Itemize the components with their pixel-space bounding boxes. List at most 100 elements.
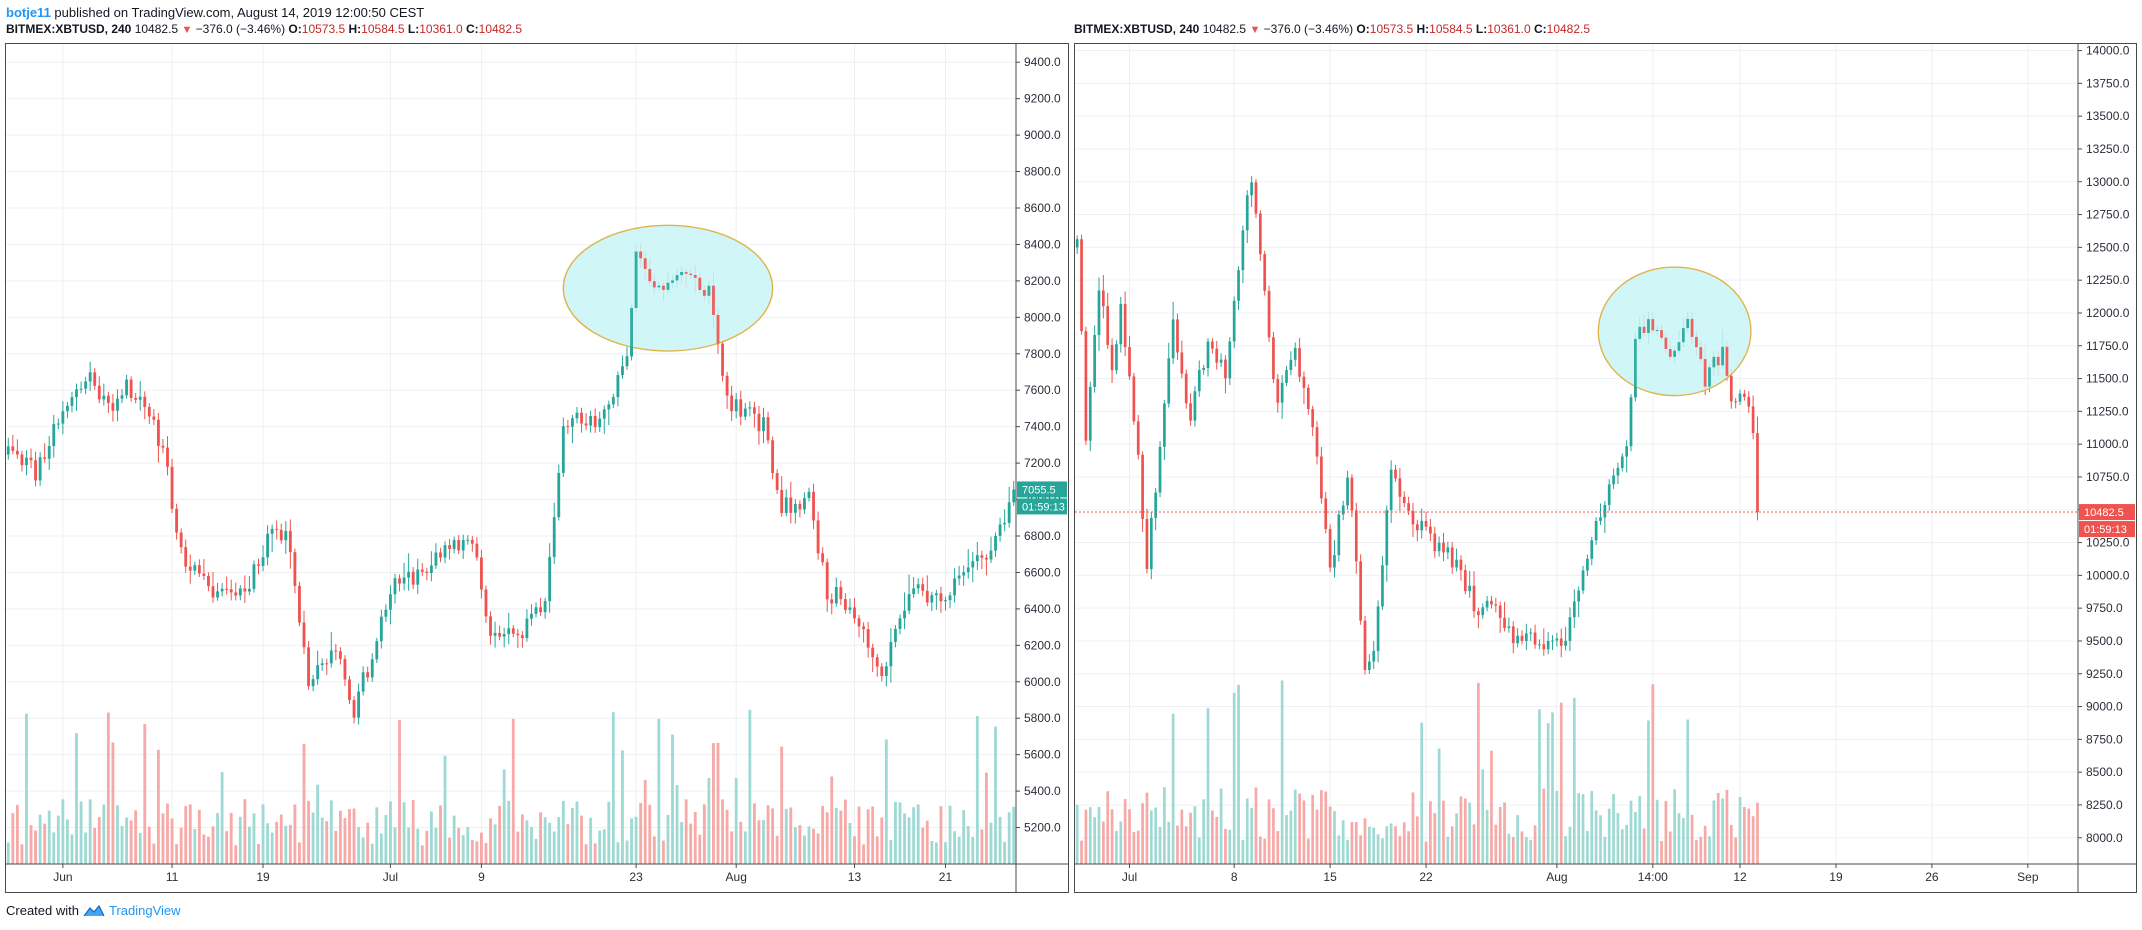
volume-bar [1450,826,1454,864]
tradingview-brand-link[interactable]: TradingView [108,903,181,918]
volume-bar [1280,680,1284,864]
candle-body [238,588,242,596]
volume-bar [1686,719,1690,864]
volume-bar [1311,794,1315,864]
candle-body [1725,346,1729,376]
candle-body [229,589,233,593]
left-chart-panel[interactable]: 9400.0 9200.0 9000.0 8800.0 8600.0 8400.0 8200… [5,43,1069,893]
volume-bar [370,843,374,864]
volume-bar [1647,720,1650,864]
volume-bar [1542,788,1546,864]
volume-bar [921,827,925,864]
volume-bar [75,733,78,864]
candle-body [1328,529,1332,568]
volume-bar [1149,810,1153,864]
volume-bar [1154,807,1158,864]
volume-bar [593,843,597,864]
volume-bar [1289,810,1293,864]
candle-body [516,633,520,636]
candle-body [625,356,629,367]
candle-body [166,447,169,467]
last-price-tag: 7055.5 01:59:13 [1017,481,1067,515]
down-arrow-icon: ▼ [1249,24,1261,36]
volume-bar [429,811,433,864]
candle-body [948,595,952,601]
candle-body [1176,319,1179,353]
author-link[interactable]: botje11 [6,5,51,20]
grid-lines [1075,44,2078,864]
volume-bar [1699,836,1703,864]
price-tick-label: 11250.0 [2086,404,2129,418]
candle-body [1546,640,1550,650]
volume-bar [889,839,893,864]
volume-bar [452,815,456,864]
price-tick-label: 8000.0 [2086,831,2123,845]
price-tick-label: 7200.0 [1024,456,1061,470]
volume-bar [821,805,825,864]
candle-body [252,564,256,589]
candle-body [884,666,888,676]
candle-body [621,366,624,376]
candle-body [780,490,784,513]
candle-body [25,457,28,466]
candle-body [1516,635,1519,644]
candle-body [812,491,815,521]
volume-bar [771,808,775,864]
candle-body [1197,369,1201,392]
candle-body [675,275,679,281]
volume-bar [1363,818,1367,864]
volume-bar [1232,692,1236,864]
volume-bar [1433,813,1437,864]
candle-body [1429,526,1432,534]
volume-bar [1075,804,1079,864]
price-tick-label: 13000.0 [2086,175,2130,189]
volume-bar [689,823,693,864]
candle-body [1625,446,1629,457]
price-tick-label: 13750.0 [2086,76,2130,90]
right-chart-panel[interactable]: 14000.0 13750.0 13500.0 13250.0 13000.0 12750… [1074,43,2137,893]
candle-body [361,672,365,692]
left-price-chart[interactable]: 9400.0 9200.0 9000.0 8800.0 8600.0 8400.0 8200… [6,44,1068,892]
candle-body [1280,382,1284,403]
candle-body [1093,335,1096,387]
candle-body [466,539,470,541]
candle-body [1293,348,1297,360]
volume-bar [188,804,192,864]
candle-body [1110,344,1114,371]
time-tick-label: 15 [1323,870,1337,884]
candle-body [1184,373,1188,404]
countdown-tag-bg [2079,521,2135,538]
candle-body [184,547,188,567]
candle-body [188,566,192,571]
volume-bar [1267,799,1271,864]
candle-body [580,412,583,424]
right-price-chart[interactable]: 14000.0 13750.0 13500.0 13250.0 13000.0 12750… [1075,44,2136,892]
candle-body [1481,607,1485,616]
candle-body [1507,626,1511,629]
candle-body [661,285,665,290]
price-axis: 9400.0 9200.0 9000.0 8800.0 8600.0 8400.0 8200… [1016,55,1061,835]
candle-body [316,665,320,680]
volume-bar [220,772,224,864]
volume-bar [1612,794,1615,864]
volume-bar [930,840,934,864]
candle-body [748,407,752,409]
volume-bar [1599,815,1602,864]
candle-body [1459,559,1463,571]
last-price-tag-bg [1017,481,1067,498]
volume-bar [1298,793,1301,864]
candle-body [211,586,215,598]
candle-body [702,290,706,296]
candle-body [79,388,83,390]
volume-bar [1651,684,1655,864]
candle-body [803,498,806,510]
candle-body [912,588,916,595]
volume-bar [443,755,447,864]
volume-bar [1245,798,1249,864]
candle-body [1463,570,1467,592]
candle-body [1699,347,1703,360]
volume-bar [257,843,260,864]
candle-body [543,601,547,613]
volume-bar [1751,816,1755,864]
candle-body [311,679,315,687]
